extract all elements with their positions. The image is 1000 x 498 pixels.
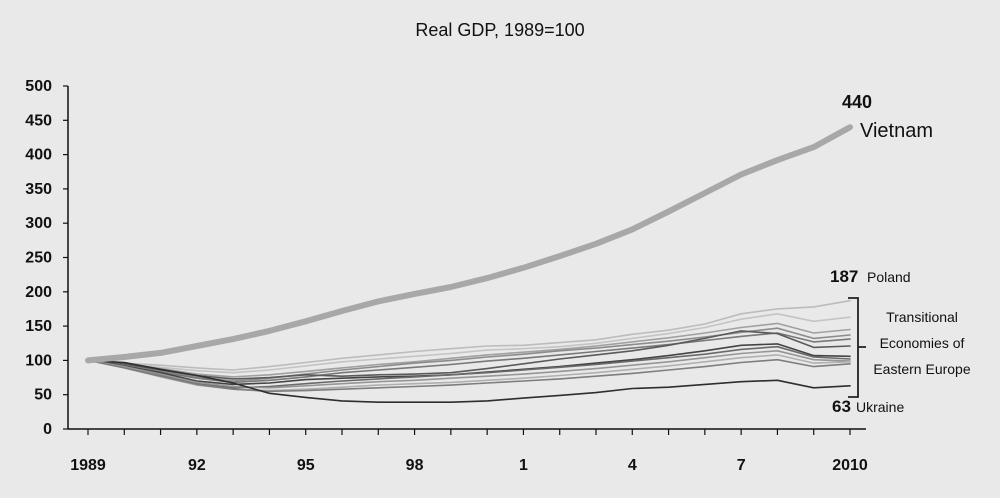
x-tick-label: 92 xyxy=(188,457,206,474)
x-tick-label: 1 xyxy=(519,457,528,474)
y-tick-label: 400 xyxy=(25,147,52,164)
series-line xyxy=(87,358,851,393)
group-label-line3: Eastern Europe xyxy=(873,361,970,377)
y-tick-label: 250 xyxy=(25,250,52,267)
y-tick-label: 500 xyxy=(25,78,52,95)
x-tick-label: 7 xyxy=(737,457,746,474)
series-line xyxy=(87,350,851,389)
axes: 0 50 100 150 200 250 300 350 400 450 500 1989 92 95 98… xyxy=(25,78,868,474)
y-tick-label: 350 xyxy=(25,181,52,198)
y-tick-label: 300 xyxy=(25,215,52,232)
x-tick-label: 98 xyxy=(406,457,424,474)
poland-series-label: Poland xyxy=(867,269,911,285)
group-label-line2: Economies of xyxy=(880,335,965,351)
ukraine-value-label: 63 xyxy=(832,397,851,416)
x-tick-label: 2010 xyxy=(832,457,868,474)
x-tick-label: 1989 xyxy=(70,457,106,474)
x-tick-label: 95 xyxy=(297,457,315,474)
y-tick-label: 50 xyxy=(34,387,52,404)
vietnam-value-label: 440 xyxy=(842,92,872,112)
series-line xyxy=(87,345,851,389)
group-bracket xyxy=(848,297,866,398)
vietnam-series-label: Vietnam xyxy=(860,120,933,142)
y-tick-label: 100 xyxy=(25,352,52,369)
ukraine-series-label: Ukraine xyxy=(856,399,904,415)
chart-title: Real GDP, 1989=100 xyxy=(415,20,584,40)
y-tick-label: 150 xyxy=(25,318,52,335)
series-layer xyxy=(85,124,853,403)
y-tick-label: 450 xyxy=(25,112,52,129)
series-line xyxy=(87,313,851,374)
x-tick-label: 4 xyxy=(628,457,637,474)
group-label-line1: Transitional xyxy=(886,309,958,325)
poland-value-label: 187 xyxy=(830,267,858,286)
series-line xyxy=(87,322,851,378)
series-line xyxy=(87,332,851,384)
series-line xyxy=(87,299,851,371)
y-tick-label: 0 xyxy=(43,421,52,438)
series-line-ukraine xyxy=(87,359,851,403)
series-line-vietnam xyxy=(85,124,853,364)
series-line xyxy=(87,330,851,380)
y-tick-label: 200 xyxy=(25,284,52,301)
